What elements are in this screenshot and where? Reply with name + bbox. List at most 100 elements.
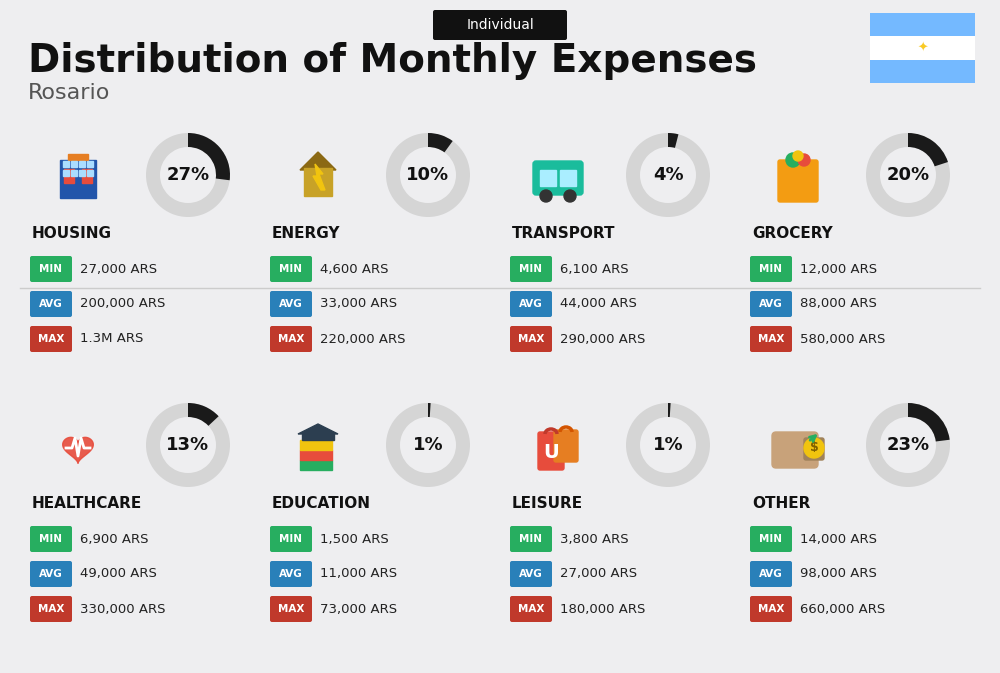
Text: LEISURE: LEISURE [512,495,583,511]
FancyBboxPatch shape [750,291,792,317]
Text: 44,000 ARS: 44,000 ARS [560,297,637,310]
Circle shape [793,151,803,161]
FancyBboxPatch shape [804,438,824,460]
Text: 23%: 23% [886,436,930,454]
Bar [63,170,69,176]
FancyBboxPatch shape [538,432,564,470]
FancyBboxPatch shape [30,256,72,282]
Polygon shape [298,424,338,434]
Text: Rosario: Rosario [28,83,110,103]
Text: 6,100 ARS: 6,100 ARS [560,262,629,275]
FancyBboxPatch shape [30,596,72,622]
Text: 290,000 ARS: 290,000 ARS [560,332,645,345]
Wedge shape [668,403,671,417]
Text: MIN: MIN [520,534,542,544]
FancyBboxPatch shape [778,160,818,202]
Text: AVG: AVG [39,299,63,309]
FancyBboxPatch shape [772,432,818,468]
Wedge shape [626,133,710,217]
FancyBboxPatch shape [554,430,578,462]
FancyBboxPatch shape [270,596,312,622]
Polygon shape [300,152,336,170]
Text: 14,000 ARS: 14,000 ARS [800,532,877,546]
Text: 3,800 ARS: 3,800 ARS [560,532,629,546]
FancyBboxPatch shape [750,256,792,282]
Text: AVG: AVG [759,569,783,579]
Text: 49,000 ARS: 49,000 ARS [80,567,157,581]
Bar [300,440,332,450]
FancyBboxPatch shape [533,161,583,195]
Text: HEALTHCARE: HEALTHCARE [32,495,142,511]
Circle shape [804,438,824,458]
Circle shape [798,154,810,166]
Bar [71,161,77,167]
Text: AVG: AVG [519,569,543,579]
Wedge shape [908,133,948,166]
FancyBboxPatch shape [270,256,312,282]
FancyBboxPatch shape [270,561,312,587]
Text: MAX: MAX [278,334,304,344]
Circle shape [564,190,576,202]
Text: 330,000 ARS: 330,000 ARS [80,602,166,616]
Text: MAX: MAX [758,604,784,614]
FancyBboxPatch shape [510,561,552,587]
FancyBboxPatch shape [30,326,72,352]
Text: 73,000 ARS: 73,000 ARS [320,602,397,616]
FancyBboxPatch shape [270,291,312,317]
Text: 4,600 ARS: 4,600 ARS [320,262,388,275]
Polygon shape [313,164,325,190]
Wedge shape [866,133,950,217]
Text: 1%: 1% [653,436,683,454]
Wedge shape [188,403,219,426]
Text: MIN: MIN [760,264,782,274]
FancyBboxPatch shape [30,291,72,317]
Text: MIN: MIN [520,264,542,274]
Text: 220,000 ARS: 220,000 ARS [320,332,406,345]
Text: AVG: AVG [759,299,783,309]
Wedge shape [146,133,230,217]
Bar [60,160,96,198]
Bar [63,161,69,167]
FancyBboxPatch shape [510,326,552,352]
Text: AVG: AVG [279,299,303,309]
Bar [64,169,74,183]
Wedge shape [146,403,230,487]
Text: 27,000 ARS: 27,000 ARS [80,262,157,275]
Text: MIN: MIN [40,264,62,274]
Text: MAX: MAX [518,334,544,344]
Bar [82,169,92,183]
Text: 4%: 4% [653,166,683,184]
Text: 20%: 20% [886,166,930,184]
Text: MAX: MAX [518,604,544,614]
Text: 33,000 ARS: 33,000 ARS [320,297,397,310]
Bar [79,161,85,167]
Text: U: U [543,443,559,462]
Wedge shape [908,403,950,441]
Text: 98,000 ARS: 98,000 ARS [800,567,877,581]
FancyBboxPatch shape [750,596,792,622]
Text: AVG: AVG [519,299,543,309]
FancyBboxPatch shape [510,256,552,282]
FancyBboxPatch shape [433,10,567,40]
Text: AVG: AVG [39,569,63,579]
FancyBboxPatch shape [750,326,792,352]
FancyBboxPatch shape [750,561,792,587]
FancyBboxPatch shape [30,561,72,587]
Text: AVG: AVG [279,569,303,579]
Text: MIN: MIN [760,534,782,544]
Text: 660,000 ARS: 660,000 ARS [800,602,885,616]
Text: 1,500 ARS: 1,500 ARS [320,532,389,546]
Wedge shape [428,133,453,152]
Bar [300,460,332,470]
Circle shape [540,190,552,202]
Text: Individual: Individual [466,18,534,32]
Text: 11,000 ARS: 11,000 ARS [320,567,397,581]
Bar [870,36,975,60]
Text: ENERGY: ENERGY [272,225,340,240]
Wedge shape [668,133,678,148]
Text: EDUCATION: EDUCATION [272,495,371,511]
Text: 1%: 1% [413,436,443,454]
Wedge shape [386,403,470,487]
Text: 180,000 ARS: 180,000 ARS [560,602,645,616]
Polygon shape [63,437,93,463]
